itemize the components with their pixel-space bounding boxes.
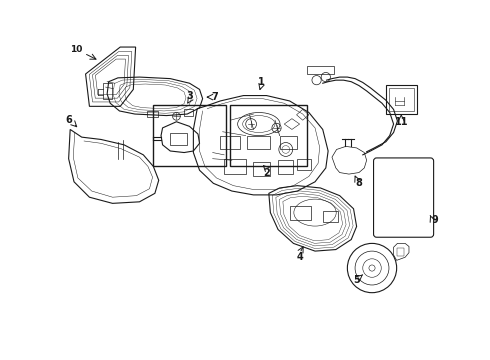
Bar — [220, 136, 240, 149]
Bar — [278, 160, 294, 174]
Bar — [247, 136, 270, 149]
Text: 9: 9 — [431, 215, 438, 225]
Bar — [224, 159, 245, 174]
Bar — [147, 111, 158, 117]
Bar — [290, 206, 311, 220]
Text: 11: 11 — [394, 117, 408, 127]
Text: 6: 6 — [65, 115, 72, 125]
Text: 3: 3 — [186, 91, 193, 100]
Text: 5: 5 — [353, 275, 360, 285]
Bar — [153, 105, 226, 166]
Bar — [184, 109, 194, 116]
Bar — [389, 88, 414, 111]
Bar — [171, 132, 187, 145]
Bar — [280, 136, 296, 149]
Text: 2: 2 — [263, 167, 270, 177]
Text: 8: 8 — [355, 178, 363, 188]
Bar — [397, 248, 404, 256]
Bar — [102, 83, 112, 99]
Bar — [230, 105, 307, 166]
Bar — [386, 85, 416, 114]
Bar — [307, 66, 334, 74]
Text: 7: 7 — [212, 92, 219, 102]
Bar — [323, 211, 338, 222]
Bar — [297, 159, 311, 170]
Text: 4: 4 — [296, 252, 303, 262]
Text: 10: 10 — [70, 45, 82, 54]
Bar — [253, 162, 270, 176]
Text: 1: 1 — [258, 77, 265, 87]
